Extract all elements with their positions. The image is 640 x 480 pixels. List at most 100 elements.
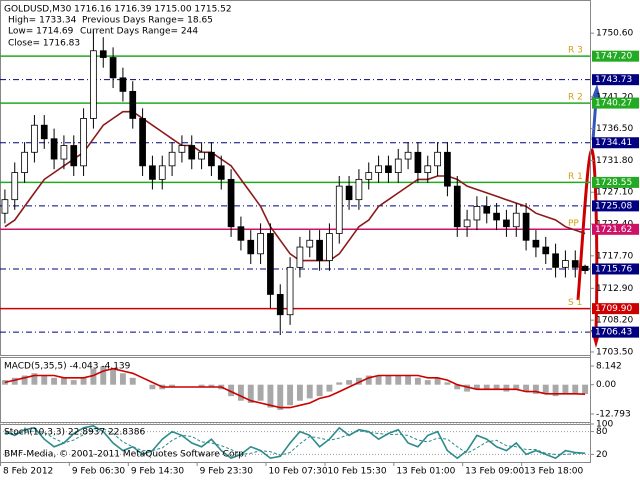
candle-body <box>40 124 48 140</box>
histogram-bar <box>454 384 461 390</box>
x-tick-label: 9 Feb 23:30 <box>200 467 254 477</box>
candle-body <box>227 178 235 228</box>
y-tick-label: 1708.20 <box>596 316 633 326</box>
histogram-bar <box>228 384 235 397</box>
y-tick-label: 1731.80 <box>596 156 633 166</box>
histogram-bar <box>572 384 579 394</box>
histogram-bar <box>582 384 589 394</box>
indicator-line <box>4 425 586 460</box>
histogram-bar <box>21 375 28 385</box>
histogram-bar <box>346 380 353 385</box>
level-label: 1721.62 <box>595 225 632 235</box>
histogram-bar <box>562 384 569 394</box>
candle-body <box>286 266 294 316</box>
candle-body <box>198 151 205 160</box>
candle-body <box>70 145 78 167</box>
histogram-bar <box>51 377 58 385</box>
candle-body <box>493 212 500 221</box>
histogram-bar <box>60 377 67 385</box>
histogram-bar <box>257 384 264 401</box>
histogram-bar <box>523 384 530 392</box>
level-label-box <box>592 176 639 188</box>
histogram-bar <box>267 384 274 408</box>
histogram-bar <box>414 377 421 385</box>
candle-body <box>168 151 176 167</box>
header-line: Current Days Range= 244 <box>80 27 198 37</box>
histogram-bar <box>513 384 520 390</box>
candle-body <box>99 50 107 58</box>
header-line: Low= 1714.69 <box>8 27 74 37</box>
histogram-bar <box>277 384 284 410</box>
histogram-bar <box>119 373 126 385</box>
candle-body <box>296 246 304 268</box>
histogram-bar <box>503 384 510 392</box>
header: GOLDUSD,M30 1716.16 1716.39 1715.00 1715… <box>4 5 247 460</box>
candle-body <box>158 165 166 180</box>
histogram-bar <box>247 384 254 404</box>
candle-body <box>355 178 363 201</box>
histogram-bar <box>464 384 471 392</box>
x-tick-label: 13 Feb 18:00 <box>524 467 583 477</box>
y-tick-label: -12.793 <box>596 409 631 419</box>
level-label: 1725.08 <box>595 201 632 211</box>
histogram-bar <box>100 366 107 385</box>
y-tick-label: 1712.90 <box>596 284 633 294</box>
candle-body <box>109 57 117 79</box>
histogram-bar <box>306 384 313 399</box>
histogram-bar <box>41 375 48 385</box>
y-tick-label: 0.00 <box>596 380 616 390</box>
header-line: Close= 1716.83 <box>8 39 80 49</box>
candle-body <box>414 151 422 173</box>
candle-body <box>444 151 451 187</box>
y-tick-label: 8.142 <box>596 362 622 372</box>
histogram-bar <box>483 384 490 390</box>
histogram-bar <box>70 380 77 385</box>
level-label: 1740.27 <box>595 99 632 109</box>
level-name: R 2 <box>568 93 583 103</box>
level-label: 1709.90 <box>595 304 632 314</box>
candle-body <box>60 145 68 160</box>
candle-body <box>257 233 264 255</box>
level-label-box <box>592 326 639 338</box>
candle-body <box>267 233 274 295</box>
indicator-line <box>4 110 586 262</box>
level-label-box <box>592 223 639 235</box>
candle-body <box>503 219 510 228</box>
histogram-bar <box>365 375 372 385</box>
candle-body <box>188 145 196 160</box>
candle-body <box>365 172 373 180</box>
histogram-bar <box>336 382 343 385</box>
indicator-line <box>4 367 586 409</box>
histogram-bar <box>237 384 244 401</box>
candle-body <box>306 239 314 248</box>
candle-body <box>571 260 579 268</box>
level-label: 1747.20 <box>595 52 632 62</box>
candle-body <box>50 138 58 160</box>
candle-body <box>483 206 491 214</box>
level-label-box <box>592 137 639 149</box>
histogram-bar <box>542 384 549 394</box>
candle-body <box>149 165 156 180</box>
y-tick-label: 1741.20 <box>596 92 633 102</box>
level-label-box <box>592 263 639 275</box>
histogram-bar <box>552 384 559 397</box>
candle-body <box>542 246 550 255</box>
candle-body <box>21 151 28 173</box>
x-tick-label: 8 Feb 2012 <box>3 467 53 477</box>
level-name: R 3 <box>568 46 583 56</box>
y-tick-label: 80 <box>596 427 608 437</box>
candle-body <box>424 165 432 173</box>
candle-body <box>335 185 343 234</box>
candle-body <box>404 151 412 160</box>
candle-body <box>237 226 245 241</box>
macd-title: MACD(5,35,5) -4.043 -4.139 <box>4 362 131 372</box>
histogram-bar <box>90 368 97 385</box>
histogram-bar <box>493 384 500 390</box>
down-arrow <box>576 148 599 331</box>
candle-body <box>31 124 38 153</box>
histogram-bar <box>355 377 362 385</box>
candle-body <box>385 165 392 173</box>
x-tick-label: 9 Feb 14:30 <box>131 467 185 477</box>
